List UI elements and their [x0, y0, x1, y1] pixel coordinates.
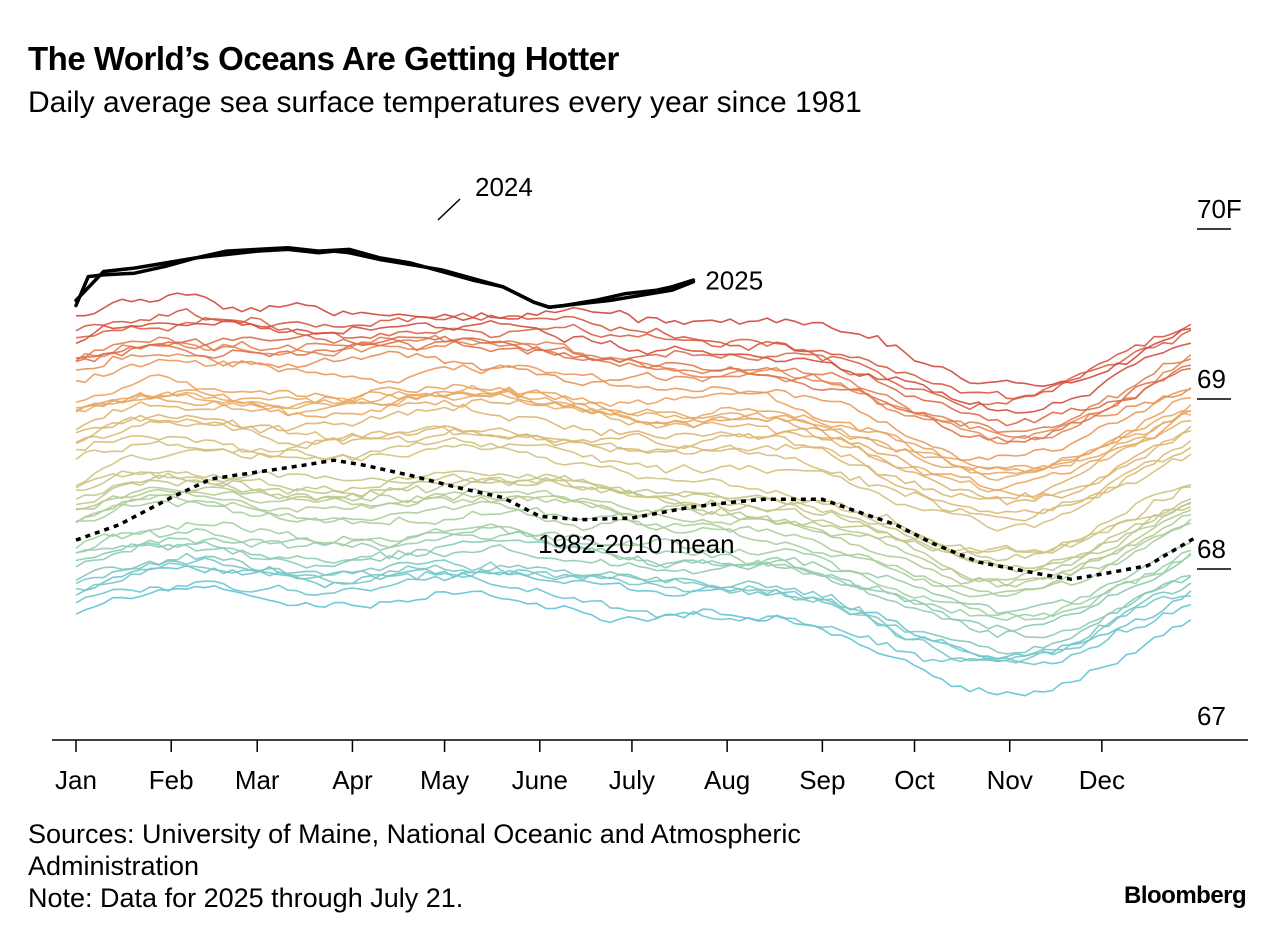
year-line [75, 419, 1192, 515]
year-line [75, 308, 1192, 400]
year-line [75, 334, 1192, 434]
year-line [75, 552, 1192, 655]
year-line [75, 542, 1191, 639]
y-axis: 70F 69 68 67 [1197, 194, 1242, 731]
background-year-lines [75, 292, 1192, 697]
year-line [75, 436, 1192, 532]
x-tick-label: Oct [894, 765, 935, 795]
series-line-2025 [74, 247, 696, 309]
year-line [75, 403, 1192, 500]
year-line [75, 386, 1192, 492]
year-line [75, 470, 1192, 562]
year-line [75, 340, 1192, 441]
x-tick-label: June [512, 765, 568, 795]
year-line [75, 334, 1192, 427]
year-line [75, 470, 1192, 555]
year-line [75, 443, 1191, 554]
year-line [75, 316, 1192, 411]
year-line [75, 350, 1192, 445]
year-line [75, 391, 1192, 475]
chart-subtitle: Daily average sea surface temperatures e… [28, 86, 862, 119]
y-tick-label: 68 [1197, 534, 1226, 564]
year-line [75, 572, 1192, 666]
x-tick-label: Mar [235, 765, 280, 795]
year-line [75, 384, 1192, 482]
year-line [75, 388, 1191, 498]
y-tick-label: 70F [1197, 194, 1242, 224]
mean-label: 1982-2010 mean [538, 529, 735, 559]
x-tick-label: Aug [704, 765, 750, 795]
chart-footnotes: Sources: University of Maine, National O… [28, 818, 928, 914]
year-line [76, 292, 1192, 388]
year-line [75, 559, 1191, 663]
year-line [75, 584, 1192, 697]
x-tick-label: Nov [987, 765, 1033, 795]
year-line [75, 373, 1191, 470]
sources-text: Sources: University of Maine, National O… [28, 819, 801, 881]
x-tick-label: Dec [1079, 765, 1125, 795]
year-line [75, 358, 1192, 462]
y-tick-label: 69 [1197, 364, 1226, 394]
bloomberg-logo: Bloomberg [1124, 882, 1247, 909]
y-tick-label: 67 [1197, 701, 1226, 731]
x-tick-label: Feb [149, 765, 194, 795]
x-axis: Jan Feb Mar Apr May June July Aug Sep Oct Nov Dec [52, 739, 1248, 795]
x-tick-label: July [609, 765, 655, 795]
label-leader-2024 [437, 198, 461, 221]
year-line [75, 521, 1192, 621]
mean-line [75, 458, 1195, 581]
series-label-2024: 2024 [475, 172, 533, 202]
series-labels: 2024 2025 1982-2010 mean [437, 172, 763, 559]
chart-title: The World’s Oceans Are Getting Hotter [28, 40, 619, 77]
year-line [75, 319, 1192, 414]
series-label-2025: 2025 [705, 266, 763, 296]
x-tick-label: Jan [55, 765, 97, 795]
highlighted-lines [74, 245, 1195, 581]
series-line-2024 [74, 245, 696, 309]
year-line [75, 486, 1192, 583]
x-tick-label: May [420, 765, 469, 795]
x-tick-label: Apr [332, 765, 373, 795]
year-line [75, 528, 1192, 622]
x-tick-label: Sep [799, 765, 845, 795]
year-line [75, 340, 1192, 443]
year-line [75, 499, 1192, 597]
year-line [75, 425, 1192, 522]
year-line [75, 539, 1192, 639]
year-line [75, 414, 1192, 506]
note-text: Note: Data for 2025 through July 21. [28, 883, 464, 913]
year-line [75, 494, 1192, 598]
